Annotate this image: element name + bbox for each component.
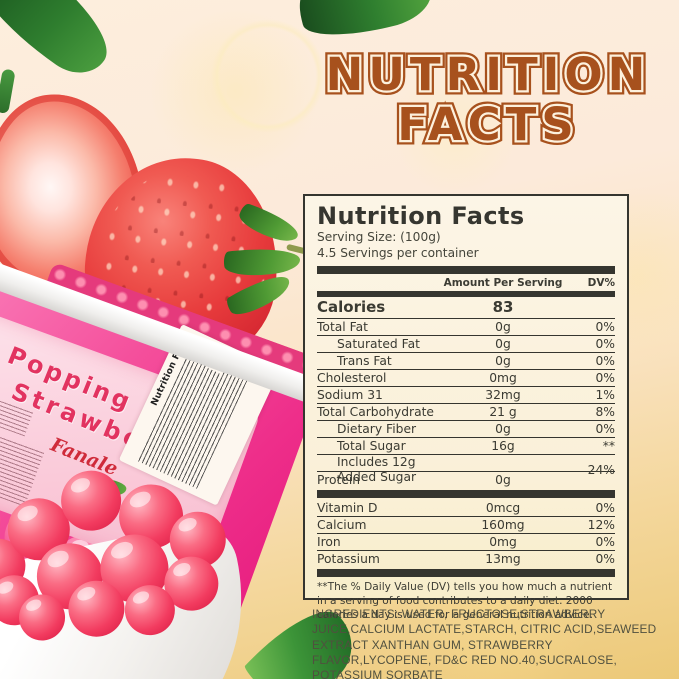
nutrient-amount: 160mg [481, 517, 525, 532]
column-header-row: Amount Per Serving DV% [317, 274, 615, 291]
nutrient-amount: 21 g [489, 404, 517, 419]
calories-value: 83 [492, 298, 514, 316]
divider-bar [317, 569, 615, 577]
nutrient-dv: 0% [595, 534, 615, 549]
nutrition-row: Includes 12g Added Sugar 24% [317, 454, 615, 484]
nutrient-amount: 0g [495, 353, 511, 368]
nutrient-amount: 0g [495, 319, 511, 334]
calories-dv [567, 297, 615, 318]
nutrient-dv: 0% [595, 353, 615, 368]
nutrient-amount: 0g [495, 336, 511, 351]
nutrition-row: Protein 0g [317, 471, 615, 488]
nutrient-name: Cholesterol [317, 370, 387, 385]
hero-title-line2: FACTS FACTS FACTS [298, 95, 678, 155]
nutrient-name: Total Carbohydrate [317, 404, 434, 419]
vitamin-rows: Vitamin D 0mcg 0% Calcium 160mg 12% Iron… [317, 500, 615, 567]
nutrition-row: Total Sugar 16g ** [317, 437, 615, 454]
nutrient-dv: 0% [595, 421, 615, 436]
nutrient-rows: Total Fat 0g 0% Saturated Fat 0g 0% Tran… [317, 318, 615, 488]
nutrient-name: Iron [317, 534, 341, 549]
nutrient-name: Potassium [317, 551, 380, 566]
nutrient-dv: 0% [595, 500, 615, 515]
nutrient-name: Vitamin D [317, 500, 378, 515]
nutrient-amount: 0g [495, 421, 511, 436]
nutrient-amount: 0mg [489, 370, 517, 385]
nutrient-dv: 8% [595, 404, 615, 419]
nutrient-dv: 12% [587, 517, 615, 532]
nutrient-name: Protein [317, 472, 361, 487]
nutrient-amount: 13mg [485, 551, 521, 566]
calories-label: Calories [317, 298, 386, 316]
nutrition-row: Cholesterol 0mg 0% [317, 369, 615, 386]
nutrient-name: Dietary Fiber [337, 421, 417, 436]
nutrition-row: Trans Fat 0g 0% [317, 352, 615, 369]
nutrient-name: Saturated Fat [337, 336, 420, 351]
hero-line1-text: NUTRITION [325, 48, 651, 101]
divider-bar [317, 490, 615, 498]
divider-bar [317, 266, 615, 274]
hero-title-line1: NUTRITION NUTRITION NUTRITION [298, 45, 678, 105]
nutrient-dv: 0% [595, 336, 615, 351]
header-spacer [317, 277, 439, 289]
nutrient-dv: 0% [595, 370, 615, 385]
dv-column-header: DV% [587, 277, 615, 289]
nutrition-facts-panel: Nutrition Facts Serving Size: (100g) 4.5… [303, 194, 629, 621]
bokeh-circle [150, 6, 320, 176]
nutrient-name: Sodium 31 [317, 387, 383, 402]
serving-size: Serving Size: (100g) [317, 230, 441, 244]
nutrient-amount: 0mg [489, 534, 517, 549]
nutrition-row: Total Carbohydrate 21 g 8% [317, 403, 615, 420]
hero-title: NUTRITION NUTRITION NUTRITION FACTS FACT… [298, 45, 678, 155]
nutrient-name: Includes 12g Added Sugar [337, 455, 417, 484]
amount-column-header: Amount Per Serving [443, 277, 563, 289]
calories-row: Calories 83 [317, 297, 615, 318]
nutrient-amount: 0mcg [485, 500, 521, 515]
nutrient-name: Total Sugar [337, 438, 406, 453]
nutrition-row: Sodium 31 32mg 1% [317, 386, 615, 403]
leaf-top-center [295, 0, 437, 48]
nutrient-dv: 0% [595, 319, 615, 334]
nutrition-row: Iron 0mg 0% [317, 533, 615, 550]
nutrient-amount: 32mg [485, 387, 521, 402]
divider-bar [317, 291, 615, 297]
nutrient-name: Total Fat [317, 319, 368, 334]
nutrient-name: Calcium [317, 517, 367, 532]
nutrient-name: Trans Fat [337, 353, 392, 368]
nutrition-row: Vitamin D 0mcg 0% [317, 500, 615, 516]
nutrient-dv: 24% [587, 462, 615, 477]
nutrition-row: Total Fat 0g 0% [317, 318, 615, 335]
nutrition-row: Calcium 160mg 12% [317, 516, 615, 533]
nutrition-row: Saturated Fat 0g 0% [317, 335, 615, 352]
nutrient-dv: ** [602, 438, 615, 453]
boba-heap [0, 449, 238, 645]
ingredients-text: INGREDIENTS: WATER, FRUCTOSE,STRAWBERRY … [312, 607, 657, 679]
leaf-top-left [0, 0, 128, 86]
panel-title: Nutrition Facts [317, 202, 525, 230]
nutrition-row: Potassium 13mg 0% [317, 550, 615, 567]
servings-per-container: 4.5 Servings per container [317, 245, 479, 260]
dv-footnote: **The % Daily Value (DV) tells you how m… [317, 581, 613, 621]
nutrition-row: Dietary Fiber 0g 0% [317, 420, 615, 437]
nutrient-dv: 1% [595, 387, 615, 402]
nutrient-dv: 0% [595, 551, 615, 566]
nutrient-amount: 16g [491, 438, 515, 453]
hero-line2-text: FACTS [397, 98, 579, 152]
nutrient-amount: 0g [495, 472, 511, 487]
